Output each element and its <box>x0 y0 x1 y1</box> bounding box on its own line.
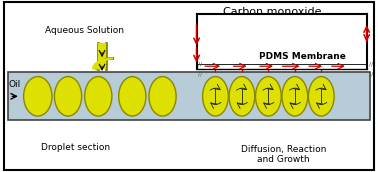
Ellipse shape <box>256 77 281 116</box>
Polygon shape <box>93 58 113 69</box>
Ellipse shape <box>229 77 255 116</box>
Bar <box>98 43 106 69</box>
Ellipse shape <box>85 77 112 116</box>
Text: //: // <box>369 62 373 67</box>
Ellipse shape <box>282 77 308 116</box>
Text: PDMS Membrane: PDMS Membrane <box>259 52 346 61</box>
FancyBboxPatch shape <box>8 72 370 120</box>
Ellipse shape <box>149 77 176 116</box>
Text: Carbon monoxide: Carbon monoxide <box>223 7 321 17</box>
Ellipse shape <box>308 77 334 116</box>
Text: Oil: Oil <box>8 80 20 89</box>
Text: Droplet section: Droplet section <box>41 143 110 152</box>
Text: Aqueous Solution: Aqueous Solution <box>45 26 124 35</box>
Text: Diffusion, Reaction
and Growth: Diffusion, Reaction and Growth <box>241 145 326 164</box>
Text: //: // <box>198 71 203 77</box>
Text: //: // <box>369 71 373 77</box>
Ellipse shape <box>54 77 82 116</box>
Ellipse shape <box>119 77 146 116</box>
Ellipse shape <box>24 77 52 116</box>
Ellipse shape <box>203 77 228 116</box>
Text: //: // <box>198 62 203 67</box>
